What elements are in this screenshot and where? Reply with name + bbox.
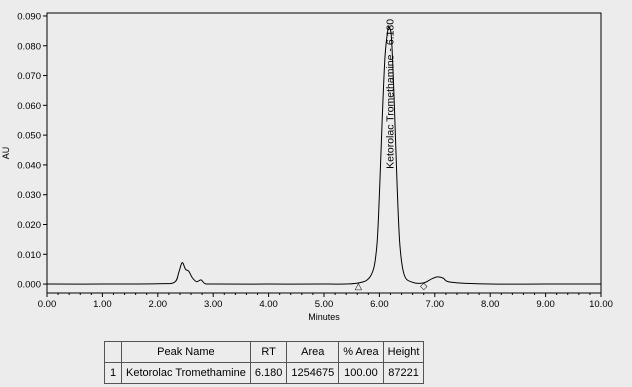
column-header-percent-area: % Area — [338, 341, 384, 363]
integration-mark: ◇ — [420, 281, 428, 292]
integration-mark: △ — [355, 281, 363, 292]
y-tick-label: 0.090 — [17, 11, 41, 22]
y-tick-label: 0.050 — [17, 131, 41, 142]
x-tick-label: 0.00 — [38, 299, 57, 310]
y-axis: 0.000 0.010 0.020 0.030 0.040 0.050 0.060 0.070… — [17, 11, 47, 291]
table-row: 1 Ketorolac Tromethamine 6.180 1254675 1… — [104, 362, 425, 384]
rt-cell: 6.180 — [249, 362, 288, 384]
column-header-height: Height — [382, 341, 425, 363]
column-header-rt: RT — [249, 341, 288, 363]
x-tick-label: 7.00 — [426, 299, 445, 310]
chromatogram-chart: 0.000 0.010 0.020 0.030 0.040 0.050 0.060 0.070… — [1, 11, 613, 320]
peak-name-cell: Ketorolac Tromethamine — [121, 362, 251, 384]
column-header-peak-name: Peak Name — [121, 341, 251, 363]
x-tick-label: 10.00 — [589, 299, 613, 310]
x-tick-label: 3.00 — [204, 299, 223, 310]
x-tick-label: 5.00 — [315, 299, 334, 310]
chromatogram-trace — [46, 26, 601, 285]
x-tick-label: 6.00 — [370, 299, 389, 310]
y-tick-label: 0.020 — [17, 220, 41, 231]
y-tick-label: 0.080 — [17, 41, 41, 52]
integration-marks: △ ◇ — [355, 281, 428, 292]
peak-results-table: Peak Name RT Area % Area Height 1 Ketoro… — [104, 341, 425, 384]
x-tick-label: 1.00 — [93, 299, 112, 310]
y-tick-label: 0.030 — [17, 190, 41, 201]
y-tick-label: 0.010 — [17, 250, 41, 261]
table-header-row: Peak Name RT Area % Area Height — [104, 341, 425, 363]
x-tick-label: 2.00 — [149, 299, 168, 310]
row-index-cell: 1 — [104, 362, 122, 384]
x-axis: 0.00 1.00 2.00 3.00 4.00 5.00 6.00 7.00 8.00 9.00… — [38, 293, 613, 310]
area-cell: 1254675 — [286, 362, 340, 384]
column-header-area: Area — [286, 341, 340, 363]
column-header-index — [104, 341, 122, 363]
y-tick-label: 0.000 — [17, 280, 41, 291]
x-axis-title: Minutes — [308, 312, 340, 320]
x-tick-label: 9.00 — [536, 299, 555, 310]
x-tick-label: 8.00 — [481, 299, 500, 310]
y-tick-label: 0.060 — [17, 101, 41, 112]
x-tick-label: 4.00 — [259, 299, 278, 310]
peak-label: Ketorolac Tromethamine - 6.180 — [384, 19, 396, 169]
height-cell: 87221 — [382, 362, 425, 384]
plot-frame — [46, 12, 602, 294]
y-tick-label: 0.040 — [17, 160, 41, 171]
percent-area-cell: 100.00 — [338, 362, 384, 384]
y-tick-label: 0.070 — [17, 71, 41, 82]
y-axis-title: AU — [1, 147, 11, 160]
